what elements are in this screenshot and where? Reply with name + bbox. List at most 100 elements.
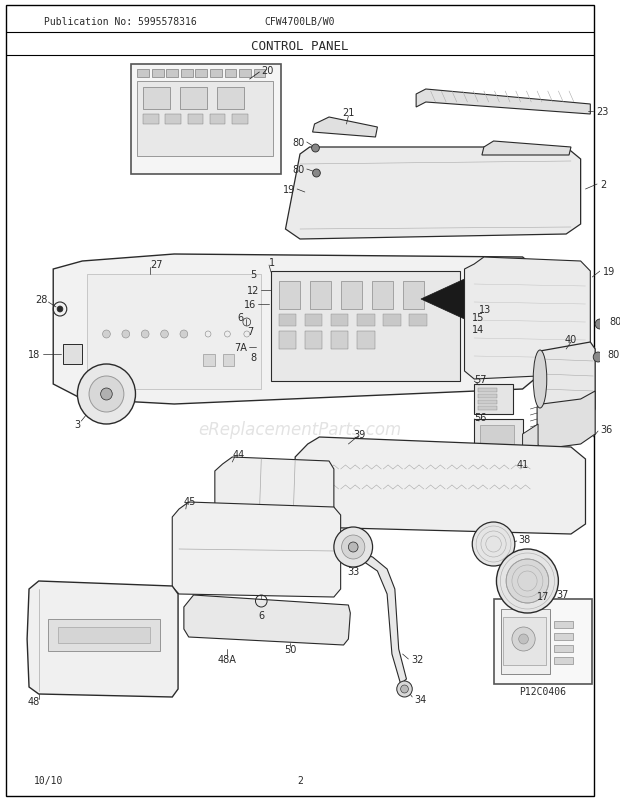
Circle shape	[512, 627, 535, 651]
Text: 80: 80	[609, 317, 620, 326]
Circle shape	[122, 330, 130, 338]
Polygon shape	[482, 142, 571, 156]
Bar	[478, 388, 497, 392]
Text: 12: 12	[247, 286, 259, 296]
Bar	[279, 282, 300, 310]
Bar	[357, 331, 374, 350]
Circle shape	[397, 681, 412, 697]
Text: 80: 80	[608, 350, 620, 359]
Bar	[48, 619, 160, 651]
Text: 6: 6	[258, 610, 264, 620]
Text: 10/10: 10/10	[34, 775, 63, 785]
Circle shape	[342, 535, 365, 559]
Bar	[210, 115, 226, 125]
Text: 45: 45	[184, 496, 197, 506]
Text: 5: 5	[250, 269, 257, 280]
Text: 2: 2	[600, 180, 606, 190]
Circle shape	[100, 388, 112, 400]
Circle shape	[102, 330, 110, 338]
Text: 34: 34	[414, 695, 427, 704]
Text: 20: 20	[261, 66, 273, 76]
Text: 80: 80	[293, 164, 305, 175]
Bar	[383, 314, 401, 326]
Bar	[143, 115, 159, 125]
Text: 39: 39	[353, 429, 365, 439]
Circle shape	[506, 559, 549, 603]
Polygon shape	[523, 424, 538, 460]
Text: CONTROL PANEL: CONTROL PANEL	[251, 39, 348, 52]
Text: 7: 7	[247, 326, 254, 337]
Bar	[239, 70, 250, 78]
Bar	[279, 314, 296, 326]
Text: 48A: 48A	[218, 654, 237, 664]
Circle shape	[180, 330, 188, 338]
Bar	[195, 70, 207, 78]
Text: 18: 18	[29, 350, 41, 359]
Text: 36: 36	[600, 424, 613, 435]
Polygon shape	[285, 148, 581, 240]
Text: 44: 44	[232, 449, 244, 460]
Bar	[203, 354, 215, 367]
Bar	[474, 384, 513, 415]
Bar	[63, 345, 82, 365]
Text: 6: 6	[237, 313, 244, 322]
Bar	[138, 70, 149, 78]
Polygon shape	[537, 391, 595, 449]
Text: P12C0406: P12C0406	[520, 687, 567, 696]
Bar	[131, 65, 281, 175]
Bar	[478, 395, 497, 399]
Text: CFW4700LB/W0: CFW4700LB/W0	[265, 17, 335, 27]
Polygon shape	[295, 437, 585, 534]
Circle shape	[401, 685, 409, 693]
Text: 19: 19	[283, 184, 295, 195]
Polygon shape	[215, 457, 334, 517]
Text: 16: 16	[244, 300, 257, 310]
Bar	[188, 115, 203, 125]
Circle shape	[161, 330, 169, 338]
Bar	[223, 354, 234, 367]
Polygon shape	[421, 280, 464, 320]
Bar	[494, 599, 592, 684]
Text: 27: 27	[150, 260, 162, 269]
Bar	[210, 70, 221, 78]
Bar	[305, 331, 322, 350]
Circle shape	[519, 634, 528, 644]
Text: 19: 19	[603, 267, 615, 277]
Bar	[503, 618, 546, 665]
Bar	[232, 115, 248, 125]
Bar	[271, 272, 459, 382]
Text: 41: 41	[516, 460, 529, 469]
Bar	[554, 634, 573, 640]
Text: 37: 37	[557, 589, 569, 599]
Bar	[166, 115, 181, 125]
Text: 13: 13	[479, 305, 491, 314]
Circle shape	[595, 320, 605, 330]
Bar	[181, 70, 193, 78]
Text: 40: 40	[565, 334, 577, 345]
Bar	[224, 70, 236, 78]
Text: 28: 28	[35, 294, 48, 305]
Bar	[554, 645, 573, 652]
Text: 57: 57	[474, 375, 487, 384]
Bar	[279, 331, 296, 350]
Bar	[478, 400, 497, 404]
Circle shape	[78, 365, 136, 424]
Ellipse shape	[533, 350, 547, 408]
Circle shape	[497, 549, 559, 614]
Polygon shape	[464, 257, 590, 379]
Circle shape	[312, 145, 319, 153]
Circle shape	[593, 353, 603, 363]
Text: 50: 50	[284, 644, 296, 654]
Circle shape	[57, 306, 63, 313]
Bar	[254, 70, 265, 78]
Circle shape	[141, 330, 149, 338]
Bar	[143, 88, 170, 110]
Circle shape	[348, 542, 358, 553]
Text: 15: 15	[472, 313, 485, 322]
Bar	[152, 70, 164, 78]
Bar	[502, 610, 550, 674]
Bar	[331, 331, 348, 350]
Text: 7A: 7A	[234, 342, 247, 353]
Text: eReplacementParts.com: eReplacementParts.com	[198, 420, 402, 439]
Text: 56: 56	[474, 412, 487, 423]
